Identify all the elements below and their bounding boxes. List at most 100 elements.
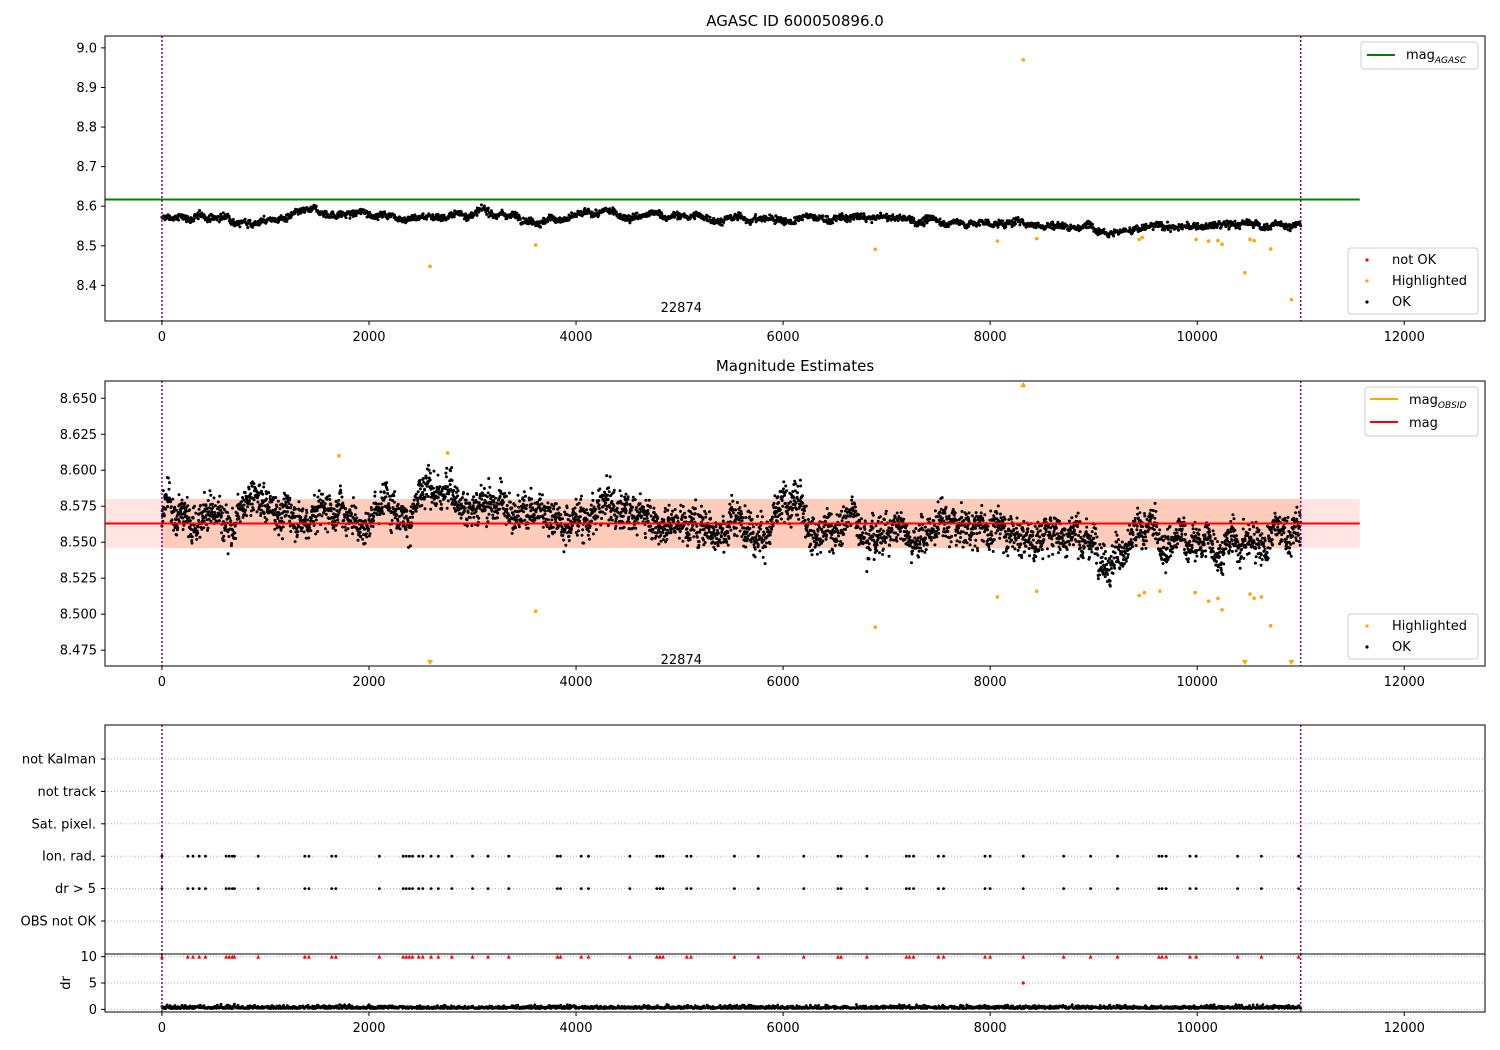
panel1-ok-point	[192, 217, 196, 221]
panel2-ok-point	[692, 528, 696, 532]
panel2-ok-point	[380, 509, 384, 513]
panel2-ok-point	[522, 490, 526, 494]
panel1-ok-point	[1112, 234, 1116, 238]
legend-highlighted-swatch	[1365, 279, 1369, 283]
panel2-ok-point	[231, 506, 234, 510]
legend-ok-label: OK	[1392, 295, 1411, 310]
panel2-ok-point	[615, 515, 619, 519]
panel2-ok-point	[604, 501, 608, 505]
panel2-ok-point	[406, 519, 410, 523]
panel2-ok-point	[540, 502, 544, 506]
panel1-ok-point	[452, 215, 456, 219]
panel2-ok-point	[534, 510, 538, 514]
panel2-ok-point	[245, 514, 249, 518]
panel2-ok-point	[412, 498, 416, 502]
panel2-ok-point	[733, 532, 737, 536]
panel2-ok-point	[236, 512, 240, 516]
panel2-ok-point	[647, 498, 651, 502]
panel2-ok-point	[305, 508, 308, 512]
panel2-ok-point	[507, 491, 511, 495]
panel2-ok-point	[174, 508, 178, 512]
panel2-ok-point	[685, 527, 689, 531]
panel1-ok-point	[784, 222, 788, 225]
panel2-ok-point	[657, 542, 661, 546]
panel2-ok-point	[464, 498, 468, 502]
panel2-ok-point	[479, 483, 483, 487]
panel2-ok-point	[709, 516, 713, 520]
panel2-ok-point	[390, 518, 394, 522]
panel2-ok-point	[543, 512, 547, 516]
panel2-ok-point	[288, 496, 292, 500]
panel2-ok-point	[587, 529, 591, 533]
panel2-ok-point	[758, 549, 762, 553]
panel2-ok-point	[577, 524, 581, 528]
panel2-ok-point	[635, 505, 638, 509]
panel2-ok-point	[396, 519, 400, 523]
panel2-ok-point	[277, 533, 281, 537]
panel2-ok-point	[219, 514, 223, 518]
panel2-ok-point	[490, 509, 494, 513]
panel2-ok-point	[726, 531, 730, 535]
panel2-ok-point	[740, 535, 744, 539]
panel2-ok-point	[198, 535, 202, 539]
legend-not-ok-swatch	[1365, 258, 1369, 262]
panel2-ok-point	[763, 562, 767, 566]
legend-not-ok-label: not OK	[1392, 253, 1437, 268]
panel2-ok-point	[216, 500, 220, 504]
panel2-ok-point	[589, 503, 593, 507]
panel2-ok-point	[661, 531, 665, 535]
legend-highlighted-label: Highlighted	[1392, 274, 1467, 289]
panel2-ok-point	[654, 534, 658, 538]
panel2-ok-point	[612, 488, 616, 492]
panel2-ok-point	[280, 516, 283, 520]
panel2-ok-point	[299, 529, 303, 533]
panel1-ok-point	[608, 207, 612, 211]
panel2-ok-point	[438, 499, 442, 503]
panel2-ok-point	[337, 511, 341, 515]
panel2-ok-point	[729, 528, 733, 532]
panel2-ok-point	[185, 495, 189, 499]
panel1-ok-point	[1258, 222, 1261, 226]
panel1-ok-point	[221, 211, 225, 215]
panel2-ok-point	[549, 510, 553, 514]
panel2-ok-point	[743, 504, 747, 508]
panel2-ok-point	[460, 496, 464, 500]
panel2-ok-point	[757, 530, 761, 534]
panel2-ok-point	[713, 548, 717, 551]
panel2-ok-point	[552, 507, 556, 511]
panel2-ok-point	[377, 502, 381, 506]
panel2-ok-point	[681, 505, 685, 508]
panel2-ok-point	[609, 515, 613, 519]
panel1-ok-point	[996, 225, 1000, 229]
panel2-ok-point	[475, 493, 479, 497]
panel2-ok-point	[492, 500, 496, 504]
panel2-ok-point	[686, 544, 689, 548]
panel2-ok-point	[485, 495, 489, 499]
panel2-ok-point	[588, 524, 592, 528]
panel2-ok-point	[619, 494, 623, 498]
panel2-ok-point	[771, 524, 775, 528]
panel2-ok-point	[395, 514, 398, 518]
panel2-ok-point	[754, 535, 758, 539]
panel2-ok-point	[730, 493, 734, 497]
panel2-ok-point	[470, 512, 474, 516]
panel1-ok-point	[1265, 222, 1269, 226]
panel2-ok-point	[184, 509, 188, 513]
panel1-ok-point	[1206, 226, 1210, 230]
panel2-ok-point	[411, 515, 414, 519]
panel2-ok-point	[719, 541, 723, 545]
panel2-ok-point	[649, 524, 653, 528]
panel2-ok-point	[276, 499, 280, 503]
panel2-ok-point	[267, 491, 271, 495]
panel2-ok-point	[772, 501, 776, 505]
panel2-ok-point	[702, 528, 706, 531]
panel2-ok-point	[261, 492, 265, 496]
panel2-ok-point	[735, 534, 739, 538]
panel2-ok-point	[259, 512, 263, 516]
panel2-ok-point	[246, 505, 250, 509]
panel2-ok-point	[501, 500, 505, 504]
panel2-ok-point	[454, 509, 458, 512]
panel2-ok-point	[740, 512, 743, 516]
panel2-ok-point	[312, 493, 316, 497]
panel2-ok-point	[663, 527, 667, 531]
